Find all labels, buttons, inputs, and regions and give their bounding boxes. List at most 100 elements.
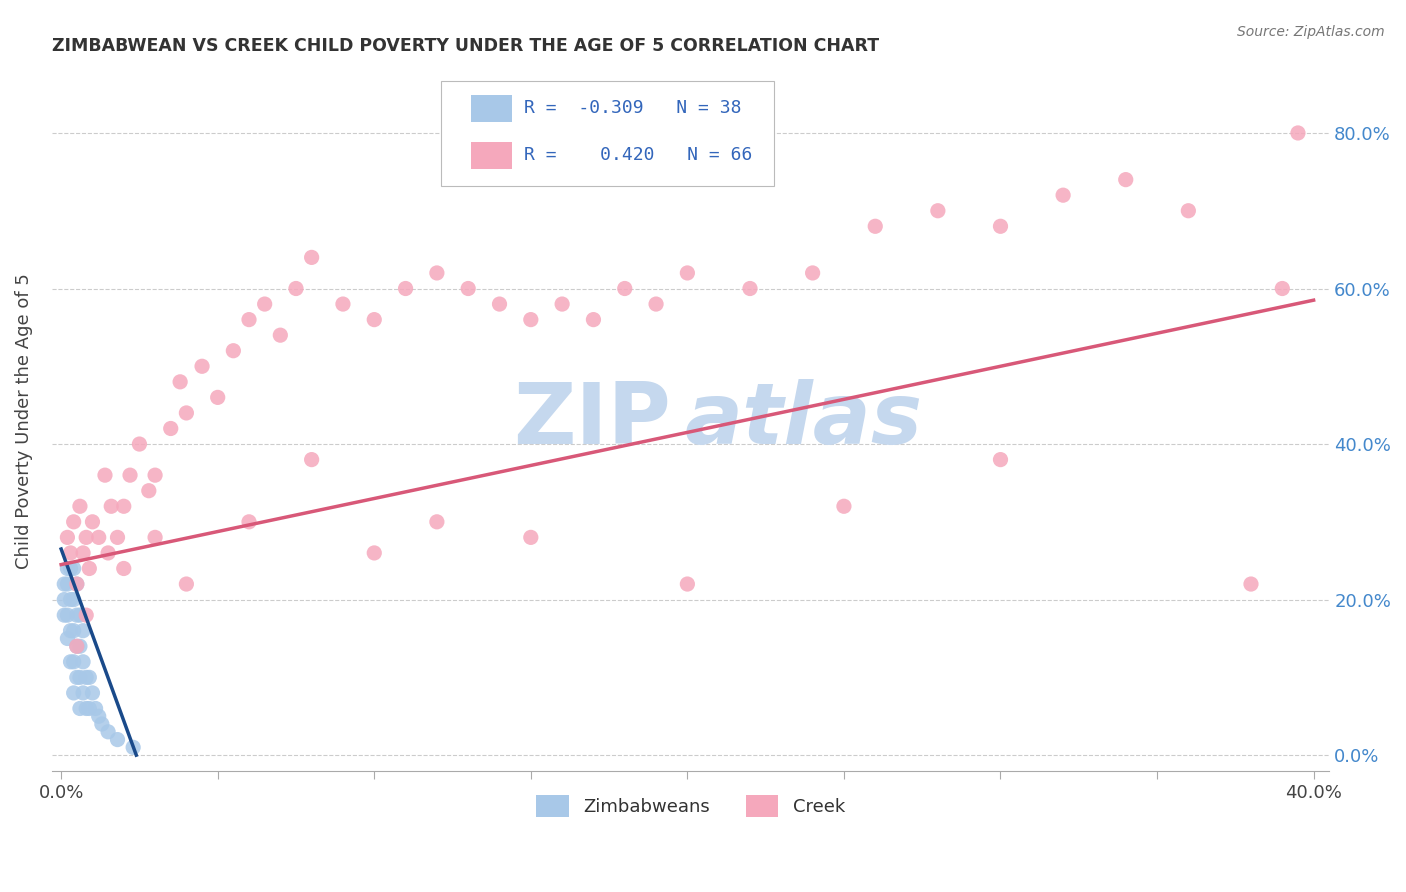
Y-axis label: Child Poverty Under the Age of 5: Child Poverty Under the Age of 5: [15, 273, 32, 569]
Point: [676, 577, 699, 591]
Point: [1115, 172, 1137, 186]
Point: [59, 561, 82, 575]
Point: [176, 577, 198, 591]
Point: [66, 670, 89, 684]
Point: [191, 359, 214, 374]
Point: [865, 219, 887, 234]
Point: [107, 732, 129, 747]
Text: Source: ZipAtlas.com: Source: ZipAtlas.com: [1237, 25, 1385, 39]
Point: [1240, 577, 1263, 591]
Point: [53, 608, 76, 623]
Point: [122, 740, 145, 755]
Point: [59, 624, 82, 638]
Point: [520, 530, 543, 544]
Point: [285, 281, 308, 295]
Point: [332, 297, 354, 311]
Point: [676, 266, 699, 280]
Point: [75, 608, 97, 623]
Point: [69, 701, 91, 715]
Legend: Zimbabweans, Creek: Zimbabweans, Creek: [529, 789, 852, 825]
Point: [56, 577, 79, 591]
Point: [363, 546, 385, 560]
Point: [301, 251, 323, 265]
Point: [176, 406, 198, 420]
Point: [269, 328, 291, 343]
Point: [56, 530, 79, 544]
Point: [59, 655, 82, 669]
Point: [56, 561, 79, 575]
Point: [159, 421, 181, 435]
Point: [1052, 188, 1074, 202]
Point: [112, 500, 135, 514]
Text: R =  -0.309   N = 38: R = -0.309 N = 38: [524, 99, 742, 117]
Point: [94, 468, 117, 483]
Point: [990, 452, 1012, 467]
Text: R =    0.420   N = 66: R = 0.420 N = 66: [524, 145, 752, 164]
Point: [79, 561, 101, 575]
Point: [66, 640, 89, 654]
Point: [62, 624, 84, 638]
Point: [53, 577, 76, 591]
Point: [59, 546, 82, 560]
Point: [1177, 203, 1199, 218]
Point: [927, 203, 949, 218]
Point: [222, 343, 245, 358]
Point: [457, 281, 479, 295]
Point: [62, 686, 84, 700]
Point: [72, 655, 94, 669]
Point: [169, 375, 191, 389]
Point: [62, 515, 84, 529]
Point: [69, 500, 91, 514]
FancyBboxPatch shape: [471, 142, 512, 169]
Point: [801, 266, 824, 280]
Point: [97, 724, 120, 739]
Point: [87, 530, 110, 544]
Point: [738, 281, 761, 295]
Point: [75, 530, 97, 544]
Point: [128, 437, 150, 451]
Point: [143, 530, 166, 544]
Text: ZIP: ZIP: [513, 379, 671, 462]
Point: [100, 500, 122, 514]
Point: [520, 312, 543, 326]
Point: [582, 312, 605, 326]
Point: [238, 312, 260, 326]
Point: [97, 546, 120, 560]
Point: [72, 686, 94, 700]
Text: ZIMBABWEAN VS CREEK CHILD POVERTY UNDER THE AGE OF 5 CORRELATION CHART: ZIMBABWEAN VS CREEK CHILD POVERTY UNDER …: [52, 37, 879, 55]
Point: [62, 592, 84, 607]
Point: [53, 592, 76, 607]
Point: [832, 500, 855, 514]
Point: [301, 452, 323, 467]
Point: [69, 608, 91, 623]
Point: [79, 701, 101, 715]
FancyBboxPatch shape: [471, 95, 512, 122]
Point: [426, 266, 449, 280]
Point: [990, 219, 1012, 234]
Point: [143, 468, 166, 483]
Point: [62, 561, 84, 575]
Point: [75, 670, 97, 684]
Point: [238, 515, 260, 529]
Point: [488, 297, 510, 311]
Point: [87, 709, 110, 723]
Point: [253, 297, 276, 311]
Point: [363, 312, 385, 326]
Point: [62, 655, 84, 669]
Point: [1271, 281, 1294, 295]
Point: [645, 297, 668, 311]
Point: [79, 670, 101, 684]
Point: [107, 530, 129, 544]
Point: [207, 391, 229, 405]
Point: [118, 468, 141, 483]
Point: [56, 608, 79, 623]
Point: [69, 640, 91, 654]
Point: [551, 297, 574, 311]
Point: [56, 632, 79, 646]
Point: [69, 670, 91, 684]
Point: [66, 577, 89, 591]
Point: [613, 281, 636, 295]
Point: [59, 592, 82, 607]
Point: [82, 686, 104, 700]
Text: atlas: atlas: [685, 379, 922, 462]
